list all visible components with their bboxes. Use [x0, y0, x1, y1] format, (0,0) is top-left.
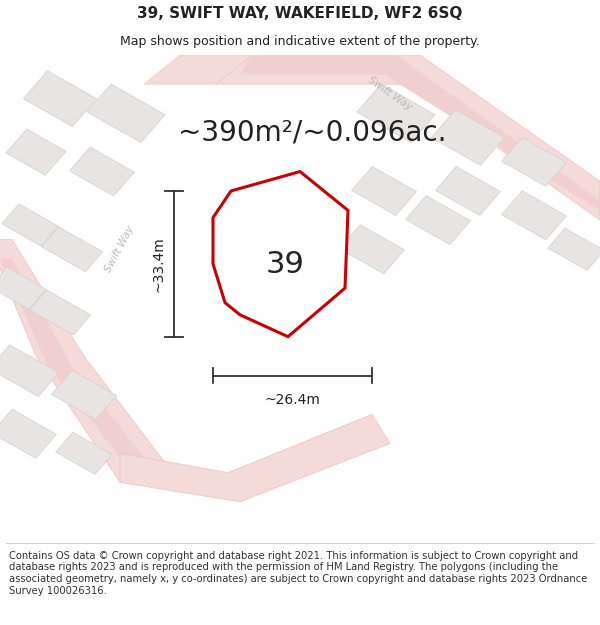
Polygon shape [23, 71, 97, 126]
Text: Swift Way: Swift Way [366, 75, 414, 112]
Polygon shape [6, 129, 66, 175]
Polygon shape [406, 196, 470, 244]
Polygon shape [87, 84, 165, 142]
Polygon shape [41, 227, 103, 272]
Text: 39, SWIFT WAY, WAKEFIELD, WF2 6SQ: 39, SWIFT WAY, WAKEFIELD, WF2 6SQ [137, 6, 463, 21]
Polygon shape [357, 84, 435, 142]
Polygon shape [502, 191, 566, 240]
Polygon shape [52, 371, 116, 419]
Polygon shape [120, 414, 390, 502]
Polygon shape [548, 228, 600, 271]
Polygon shape [0, 409, 56, 458]
Polygon shape [436, 166, 500, 216]
Text: ~26.4m: ~26.4m [265, 392, 320, 406]
Polygon shape [0, 239, 180, 482]
Polygon shape [0, 259, 156, 472]
Text: Map shows position and indicative extent of the property.: Map shows position and indicative extent… [120, 35, 480, 48]
Polygon shape [0, 267, 46, 309]
Text: Swift Way: Swift Way [104, 224, 136, 274]
Polygon shape [144, 55, 252, 84]
Polygon shape [431, 110, 505, 166]
Polygon shape [216, 55, 600, 220]
Text: ~33.4m: ~33.4m [151, 236, 165, 292]
Polygon shape [0, 345, 59, 396]
Polygon shape [70, 147, 134, 196]
Polygon shape [29, 290, 91, 335]
Polygon shape [340, 225, 404, 274]
Polygon shape [240, 55, 600, 211]
Text: ~390m²/~0.096ac.: ~390m²/~0.096ac. [178, 119, 446, 147]
Polygon shape [2, 204, 58, 246]
Text: Contains OS data © Crown copyright and database right 2021. This information is : Contains OS data © Crown copyright and d… [9, 551, 587, 596]
Text: 39: 39 [266, 251, 304, 279]
Polygon shape [56, 432, 112, 474]
Polygon shape [502, 138, 566, 186]
Polygon shape [352, 166, 416, 216]
Polygon shape [213, 171, 348, 337]
